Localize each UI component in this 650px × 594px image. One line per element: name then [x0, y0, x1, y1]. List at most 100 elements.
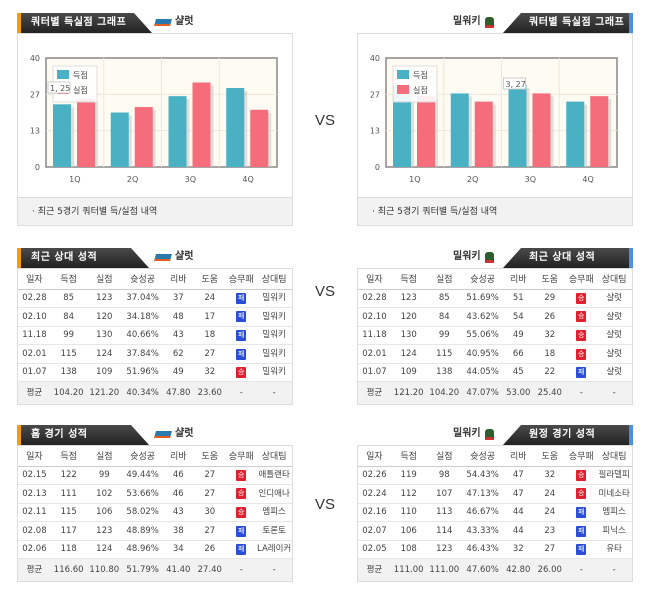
- x-tick-label: 1Q: [409, 175, 420, 184]
- table-cell: 44: [503, 503, 534, 523]
- table-cell: 22: [533, 363, 567, 383]
- average-cell: 평균: [18, 558, 51, 581]
- table-cell: 48.96%: [122, 540, 164, 560]
- table-cell: 샬럿: [596, 344, 632, 364]
- average-cell: 47.60%: [462, 558, 504, 581]
- average-cell: -: [596, 381, 632, 404]
- table-row: 02.16 110 113 46.67% 44 24 패 멤피스: [358, 503, 632, 523]
- table-cell: 102: [86, 484, 123, 504]
- table-cell: 85: [426, 289, 463, 309]
- average-row: 평균 121.20 104.20 47.07% 53.00 25.40- -: [358, 381, 632, 404]
- column-header: 실점: [426, 446, 463, 467]
- average-cell: 51.79%: [122, 558, 164, 581]
- vs-label: VS: [314, 112, 335, 129]
- charlotte-logo-icon: [154, 18, 172, 26]
- average-cell: -: [226, 381, 257, 404]
- average-cell: -: [566, 381, 597, 404]
- bar-득점: [168, 96, 187, 167]
- team-name: 샬럿: [175, 251, 194, 262]
- result-badge: 패: [236, 525, 247, 537]
- table-row: 02.10 84 120 34.18% 48 17 패 밀워키: [18, 307, 292, 327]
- stats-table: 일자 득점 실점 슛성공 리바 도움 승무패 상대팀 02.28 123 85 51.69% 51 29 승…: [358, 269, 632, 404]
- result-badge: 승: [236, 469, 247, 481]
- tooltip-text: 1, 25: [50, 84, 70, 93]
- legend-label: 실점: [73, 85, 88, 95]
- legend-label: 실점: [413, 85, 428, 95]
- tooltip-box: [503, 77, 526, 90]
- table-cell: 138: [426, 363, 463, 383]
- table-cell: 43.33%: [462, 521, 504, 541]
- table-cell: 54.43%: [462, 466, 504, 486]
- table-cell: 02.01: [358, 344, 391, 364]
- home-quarter-chart-panel: 쿼터별 득실점 그래프 샬럿 0 13 27 40 1Q 2Q 3Q 4Q 득점 실점 1, 25 …: [17, 13, 293, 226]
- table-cell: 17: [193, 307, 227, 327]
- table-cell: 11.18: [358, 326, 391, 346]
- team-name: 밀워키: [453, 428, 481, 439]
- table-cell: 62: [163, 344, 194, 364]
- bar-득점: [110, 112, 129, 167]
- team-name: 샬럿: [175, 16, 194, 27]
- table-cell: 24: [533, 484, 567, 504]
- average-cell: 40.34%: [122, 381, 164, 404]
- column-header: 득점: [50, 446, 87, 467]
- table-cell: 58.02%: [122, 503, 164, 523]
- tooltip-text: 3, 27: [506, 80, 526, 89]
- table-cell: 51.69%: [462, 289, 504, 309]
- result-badge: 패: [236, 329, 247, 341]
- legend-swatch: [397, 85, 409, 94]
- table-row: 01.07 138 109 51.96% 49 32 승 밀워키: [18, 363, 292, 383]
- column-header: 일자: [18, 446, 51, 467]
- table-row: 02.26 119 98 54.43% 47 32 승 필라델피: [358, 466, 632, 486]
- table-cell: 110: [390, 503, 427, 523]
- table-cell: 밀워키: [256, 289, 292, 309]
- table-cell: 44.05%: [462, 363, 504, 383]
- table-cell: 55.06%: [462, 326, 504, 346]
- table-cell: 51.96%: [122, 363, 164, 383]
- table-cell: 99: [50, 326, 87, 346]
- table-cell: 02.16: [358, 503, 391, 523]
- table-cell: 27: [193, 466, 227, 486]
- table-cell: 01.07: [18, 363, 51, 383]
- legend-label: 득점: [413, 70, 428, 80]
- table-header-row: 일자 득점 실점 슛성공 리바 도움 승무패 상대팀: [358, 269, 632, 290]
- table-cell: 18: [193, 326, 227, 346]
- table-cell: 30: [193, 503, 227, 523]
- x-tick-label: 1Q: [69, 175, 80, 184]
- table-cell: 27: [193, 521, 227, 541]
- table-cell: 38: [163, 521, 194, 541]
- bar-득점: [226, 87, 245, 167]
- table-cell: 47: [503, 466, 534, 486]
- table-cell: 112: [390, 484, 427, 504]
- result-badge: 패: [576, 525, 587, 537]
- table-cell: 84: [50, 307, 87, 327]
- table-row: 02.05 108 123 46.43% 32 27 패 유타: [358, 540, 632, 560]
- table-cell: 48: [163, 307, 194, 327]
- table-cell: 인디애나: [256, 484, 292, 504]
- table-row: 02.08 117 123 48.89% 38 27 패 토론토: [18, 521, 292, 541]
- bar-실점: [474, 101, 493, 167]
- table-cell: 필라델피: [596, 466, 632, 486]
- table-cell: 토론토: [256, 521, 292, 541]
- result-badge: 승: [576, 329, 587, 341]
- column-header: 도움: [193, 446, 227, 467]
- result-badge: 패: [236, 348, 247, 360]
- average-cell: 111.00: [390, 558, 427, 581]
- average-cell: 41.40: [163, 558, 194, 581]
- table-cell: 117: [50, 521, 87, 541]
- stats-table: 일자 득점 실점 슛성공 리바 도움 승무패 상대팀 02.15 122 99 49.44% 46 27 승…: [18, 446, 292, 581]
- column-header: 상대팀: [256, 269, 292, 290]
- table-cell: 123: [426, 540, 463, 560]
- table-row: 02.07 106 114 43.33% 44 23 패 피닉스: [358, 521, 632, 541]
- average-cell: 26.00: [533, 558, 567, 581]
- table-cell: 애틀랜타: [256, 466, 292, 486]
- y-tick-label: 40: [30, 54, 40, 63]
- table-cell: 109: [86, 363, 123, 383]
- table-cell: 샬럿: [596, 307, 632, 327]
- average-cell: 104.20: [426, 381, 463, 404]
- table-row: 11.18 99 130 40.66% 43 18 패 밀워키: [18, 326, 292, 346]
- average-cell: 104.20: [50, 381, 87, 404]
- column-header: 일자: [358, 269, 391, 290]
- table-cell: 02.07: [358, 521, 391, 541]
- result-badge: 패: [236, 311, 247, 323]
